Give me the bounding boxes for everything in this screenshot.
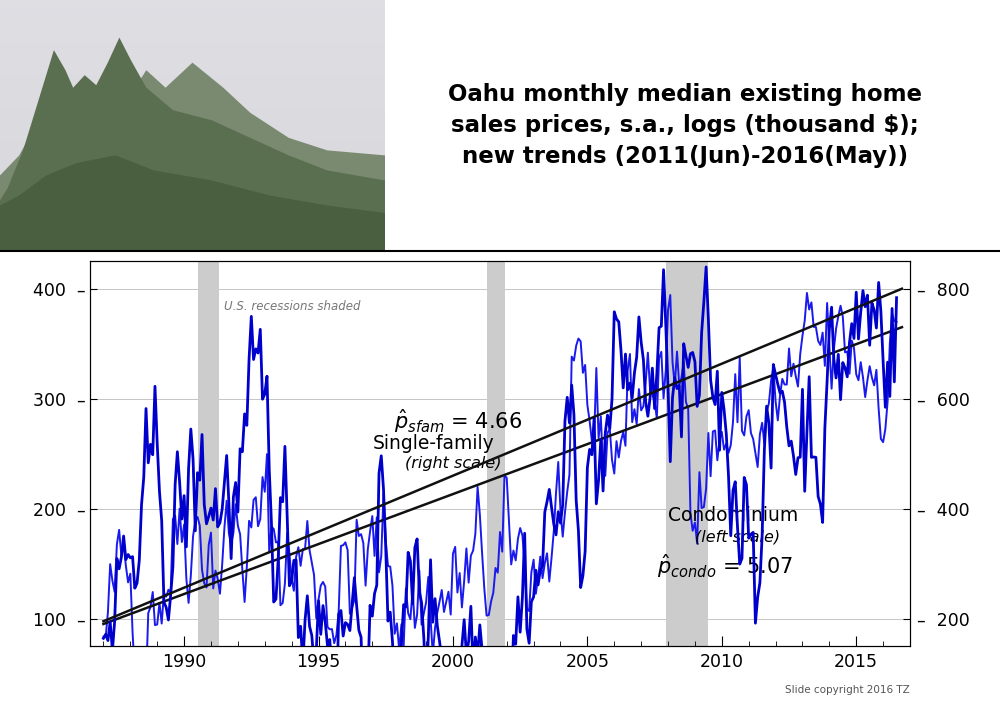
Bar — [0, 175, 385, 179]
Bar — [0, 13, 385, 17]
Bar — [0, 129, 385, 133]
Bar — [0, 67, 385, 71]
Bar — [0, 37, 385, 42]
Bar — [0, 163, 385, 167]
Bar — [0, 155, 385, 159]
Bar — [0, 246, 385, 251]
Bar — [0, 113, 385, 117]
Bar — [0, 79, 385, 83]
Bar — [0, 92, 385, 96]
Bar — [0, 209, 385, 213]
Bar — [0, 179, 385, 184]
Text: U.S. recessions shaded: U.S. recessions shaded — [224, 299, 361, 313]
Bar — [0, 172, 385, 176]
Bar — [0, 188, 385, 192]
Bar — [0, 184, 385, 188]
Bar — [0, 59, 385, 63]
Bar — [0, 29, 385, 33]
Bar — [0, 242, 385, 246]
Bar — [0, 226, 385, 229]
Bar — [0, 83, 385, 88]
Bar — [0, 96, 385, 100]
Polygon shape — [0, 37, 385, 251]
Bar — [0, 100, 385, 104]
Bar — [0, 229, 385, 234]
Polygon shape — [0, 155, 385, 251]
Bar — [0, 133, 385, 138]
Bar — [0, 238, 385, 242]
Bar — [0, 4, 385, 8]
Bar — [0, 104, 385, 109]
Bar — [0, 234, 385, 238]
Bar — [0, 76, 385, 79]
Bar — [0, 213, 385, 217]
Bar — [0, 142, 385, 146]
Bar — [0, 159, 385, 163]
Bar — [0, 146, 385, 150]
Text: (left scale): (left scale) — [695, 530, 780, 544]
Bar — [0, 8, 385, 13]
Text: $\hat{p}_{condo}$ = 5.07: $\hat{p}_{condo}$ = 5.07 — [657, 553, 793, 580]
Text: Oahu monthly median existing home
sales prices, s.a., logs (thousand $);
new tre: Oahu monthly median existing home sales … — [448, 83, 922, 168]
Bar — [0, 167, 385, 172]
Text: $\hat{p}_{sfam}$ = 4.66: $\hat{p}_{sfam}$ = 4.66 — [394, 407, 522, 435]
Bar — [0, 150, 385, 155]
Bar — [487, 261, 505, 646]
Bar — [666, 261, 708, 646]
Bar — [0, 33, 385, 37]
Text: Slide copyright 2016 TZ: Slide copyright 2016 TZ — [785, 686, 910, 695]
Bar — [0, 25, 385, 29]
Bar — [0, 138, 385, 142]
Bar — [198, 261, 219, 646]
Bar — [0, 63, 385, 67]
Bar — [0, 50, 385, 54]
Polygon shape — [0, 63, 385, 251]
Bar — [0, 201, 385, 205]
Bar — [0, 0, 385, 4]
Bar — [0, 217, 385, 222]
Text: Condominium: Condominium — [668, 506, 798, 525]
Bar — [0, 121, 385, 126]
Bar — [0, 109, 385, 113]
Bar — [0, 21, 385, 25]
Bar — [0, 205, 385, 209]
Bar — [0, 192, 385, 196]
Text: (right scale): (right scale) — [405, 456, 501, 471]
Bar — [0, 125, 385, 129]
Bar — [0, 54, 385, 59]
Bar — [0, 222, 385, 226]
Bar — [0, 42, 385, 46]
Bar — [0, 196, 385, 201]
Text: Single-family: Single-family — [372, 433, 494, 453]
Bar — [0, 17, 385, 21]
Bar — [0, 46, 385, 50]
Bar — [0, 117, 385, 121]
Bar — [0, 88, 385, 92]
Bar — [0, 71, 385, 76]
